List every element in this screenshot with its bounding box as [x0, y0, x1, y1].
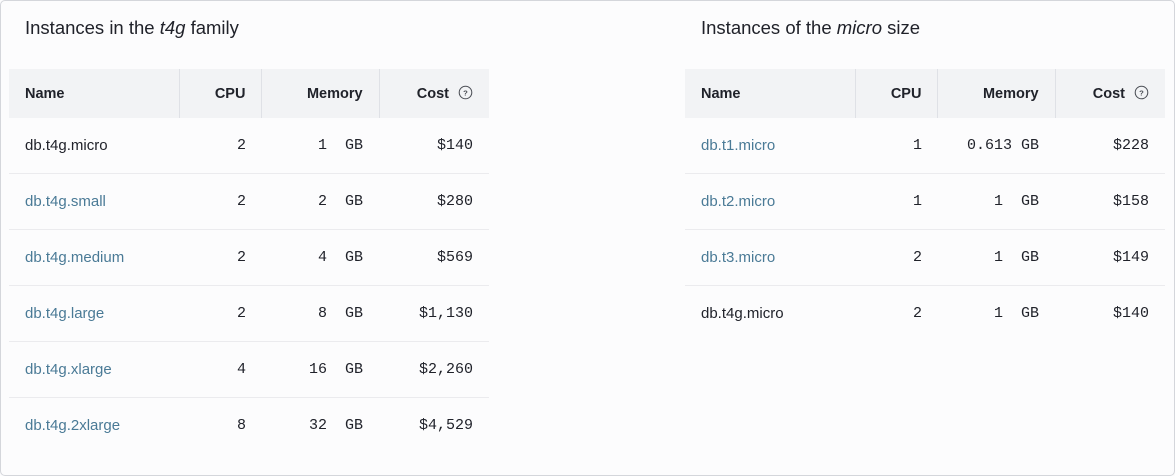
svg-text:?: ?	[1139, 89, 1144, 98]
svg-text:?: ?	[463, 89, 468, 98]
